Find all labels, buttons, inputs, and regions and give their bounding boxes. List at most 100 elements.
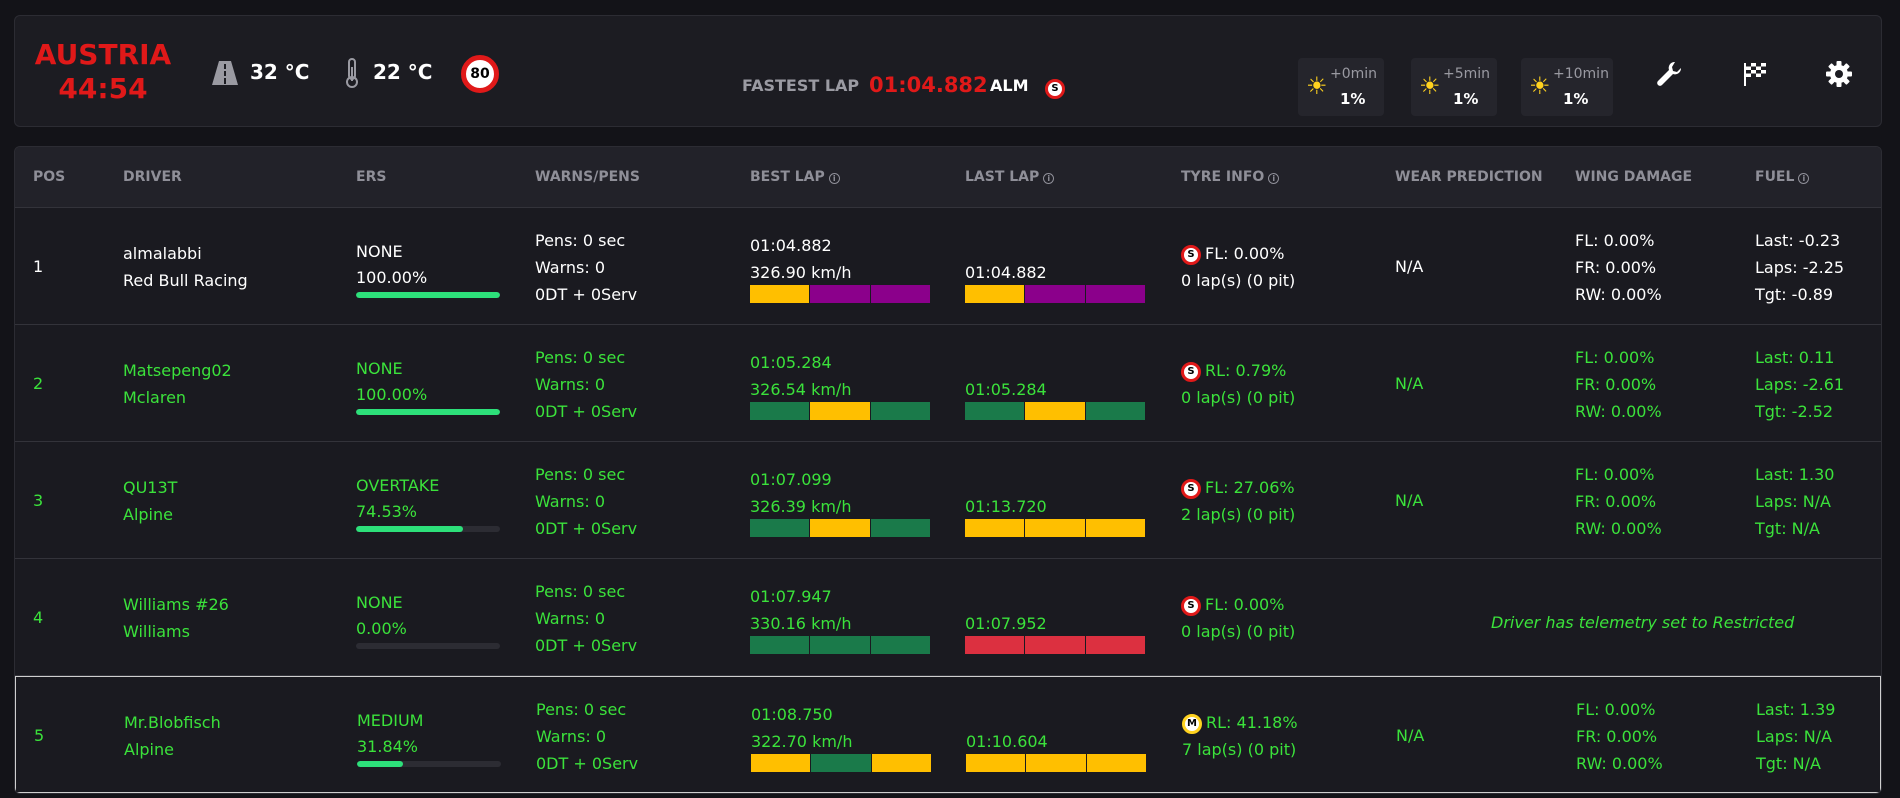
weather-forecast-5: ☀ +5min 1% [1411, 58, 1497, 116]
sector-yellow [965, 519, 1026, 537]
col-best-lap-label: BEST LAP [750, 169, 825, 185]
checkered-flag-icon[interactable] [1741, 60, 1769, 88]
gear-icon[interactable] [1825, 60, 1853, 88]
col-tyre-info[interactable]: TYRE INFO i [1181, 169, 1280, 185]
fuel-target: Tgt: N/A [1755, 519, 1820, 538]
sector-yellow [810, 519, 871, 537]
fuel-laps: Laps: -2.25 [1755, 258, 1845, 277]
tyre-wear-value: RL: 0.79% [1205, 361, 1287, 380]
info-icon[interactable]: i [1043, 173, 1055, 184]
position: 2 [33, 374, 44, 393]
wrench-icon[interactable] [1655, 60, 1683, 88]
wing-damage-rw: RW: 0.00% [1575, 402, 1662, 421]
col-pos: POS [33, 169, 66, 185]
session-clock: 44:54 [58, 72, 148, 105]
position: 3 [33, 491, 44, 510]
wing-damage-rw: RW: 0.00% [1576, 754, 1663, 773]
weather-time: +5min [1443, 66, 1491, 82]
best-lap-speed: 326.90 km/h [750, 263, 852, 282]
sector-green [750, 402, 811, 420]
last-lap-time: 01:05.284 [965, 380, 1047, 399]
ers-bar-fill [356, 526, 464, 532]
col-ers: ERS [356, 169, 387, 185]
ers-percentage: 74.53% [356, 502, 418, 521]
track-info: AUSTRIA 44:54 [33, 38, 173, 106]
ers-bar [356, 292, 500, 298]
table-row[interactable]: 2 Matsepeng02 Mclaren NONE 100.00% Pens: 0 se… [15, 325, 1881, 442]
wear-prediction: N/A [1395, 257, 1424, 276]
sector-red [965, 636, 1026, 654]
penalties: Pens: 0 sec [535, 582, 626, 601]
team-name: Alpine [124, 740, 174, 759]
driver-name: Williams #26 [123, 595, 229, 614]
wear-prediction: N/A [1396, 726, 1425, 745]
col-best-lap[interactable]: BEST LAP i [750, 169, 840, 185]
ers-bar [357, 761, 501, 767]
fuel-last: Last: 1.39 [1756, 700, 1836, 719]
track-name: AUSTRIA [34, 38, 172, 71]
best-lap-speed: 330.16 km/h [750, 614, 852, 633]
ers-percentage: 100.00% [356, 268, 428, 287]
soft-tyre-icon: S [1181, 361, 1201, 382]
table-row[interactable]: 3 QU13T Alpine OVERTAKE 74.53% Pens: 0 sec War… [15, 442, 1881, 559]
sector-green [965, 402, 1026, 420]
ers-mode: NONE [356, 359, 403, 378]
sector-purple [1025, 285, 1086, 303]
info-icon[interactable]: i [1798, 173, 1810, 184]
position: 1 [33, 257, 44, 276]
telemetry-restricted-note: Driver has telemetry set to Restricted [1491, 613, 1795, 632]
drive-through: 0DT + 0Serv [535, 519, 638, 538]
soft-tyre-icon: S [1045, 79, 1065, 99]
position: 5 [34, 726, 45, 745]
sun-icon: ☀ [1529, 72, 1551, 100]
driver-name: Matsepeng02 [123, 361, 232, 380]
last-lap-time: 01:07.952 [965, 614, 1047, 633]
col-fuel-label: FUEL [1755, 169, 1795, 185]
sector-yellow [1026, 754, 1087, 772]
team-name: Red Bull Racing [123, 271, 248, 290]
sector-green [810, 636, 871, 654]
col-last-lap-label: LAST LAP [965, 169, 1040, 185]
fuel-last: Last: 0.11 [1755, 348, 1835, 367]
table-row[interactable]: 5 Mr.Blobfisch Alpine MEDIUM 31.84% Pens: 0 s… [15, 676, 1881, 793]
sun-icon: ☀ [1306, 72, 1328, 100]
wing-damage-fr: FR: 0.00% [1575, 492, 1657, 511]
sector-yellow [1085, 519, 1145, 537]
tyre-laps: 7 lap(s) (0 pit) [1182, 740, 1297, 759]
pit-speed-limit-sign: 80 [461, 55, 499, 93]
ers-bar [356, 409, 500, 415]
best-lap-sectors [750, 636, 930, 654]
sector-green [870, 402, 930, 420]
fuel-laps: Laps: N/A [1755, 492, 1831, 511]
best-lap-sectors [751, 754, 931, 772]
wing-damage-fl: FL: 0.00% [1575, 231, 1655, 250]
fuel-target: Tgt: N/A [1756, 754, 1821, 773]
best-lap-speed: 322.70 km/h [751, 732, 853, 751]
last-lap-sectors [965, 285, 1145, 303]
last-lap-time: 01:04.882 [965, 263, 1047, 282]
info-icon[interactable]: i [1268, 173, 1280, 184]
ers-mode: OVERTAKE [356, 476, 440, 495]
fuel-target: Tgt: -2.52 [1755, 402, 1834, 421]
col-last-lap[interactable]: LAST LAP i [965, 169, 1055, 185]
ers-mode: MEDIUM [357, 711, 424, 730]
col-fuel[interactable]: FUEL i [1755, 169, 1810, 185]
best-lap-sectors [750, 285, 930, 303]
drive-through: 0DT + 0Serv [535, 636, 638, 655]
sector-green [1085, 402, 1145, 420]
last-lap-sectors [965, 402, 1145, 420]
table-row[interactable]: 1 almalabbi Red Bull Racing NONE 100.00% Pens… [15, 208, 1881, 325]
wear-prediction: N/A [1395, 374, 1424, 393]
soft-tyre-icon: S [1181, 478, 1201, 499]
tyre-laps: 0 lap(s) (0 pit) [1181, 388, 1296, 407]
warnings: Warns: 0 [535, 609, 606, 628]
tyre-wear-value: FL: 27.06% [1205, 478, 1295, 497]
sector-green [750, 636, 811, 654]
team-name: Alpine [123, 505, 173, 524]
table-row[interactable]: 4 Williams #26 Williams NONE 0.00% Pens: 0 se… [15, 559, 1881, 676]
best-lap-time: 01:08.750 [751, 705, 833, 724]
info-icon[interactable]: i [828, 173, 840, 184]
soft-tyre-icon: S [1181, 595, 1201, 616]
weather-rain-chance: 1% [1340, 90, 1366, 108]
soft-tyre-icon: S [1181, 244, 1201, 265]
